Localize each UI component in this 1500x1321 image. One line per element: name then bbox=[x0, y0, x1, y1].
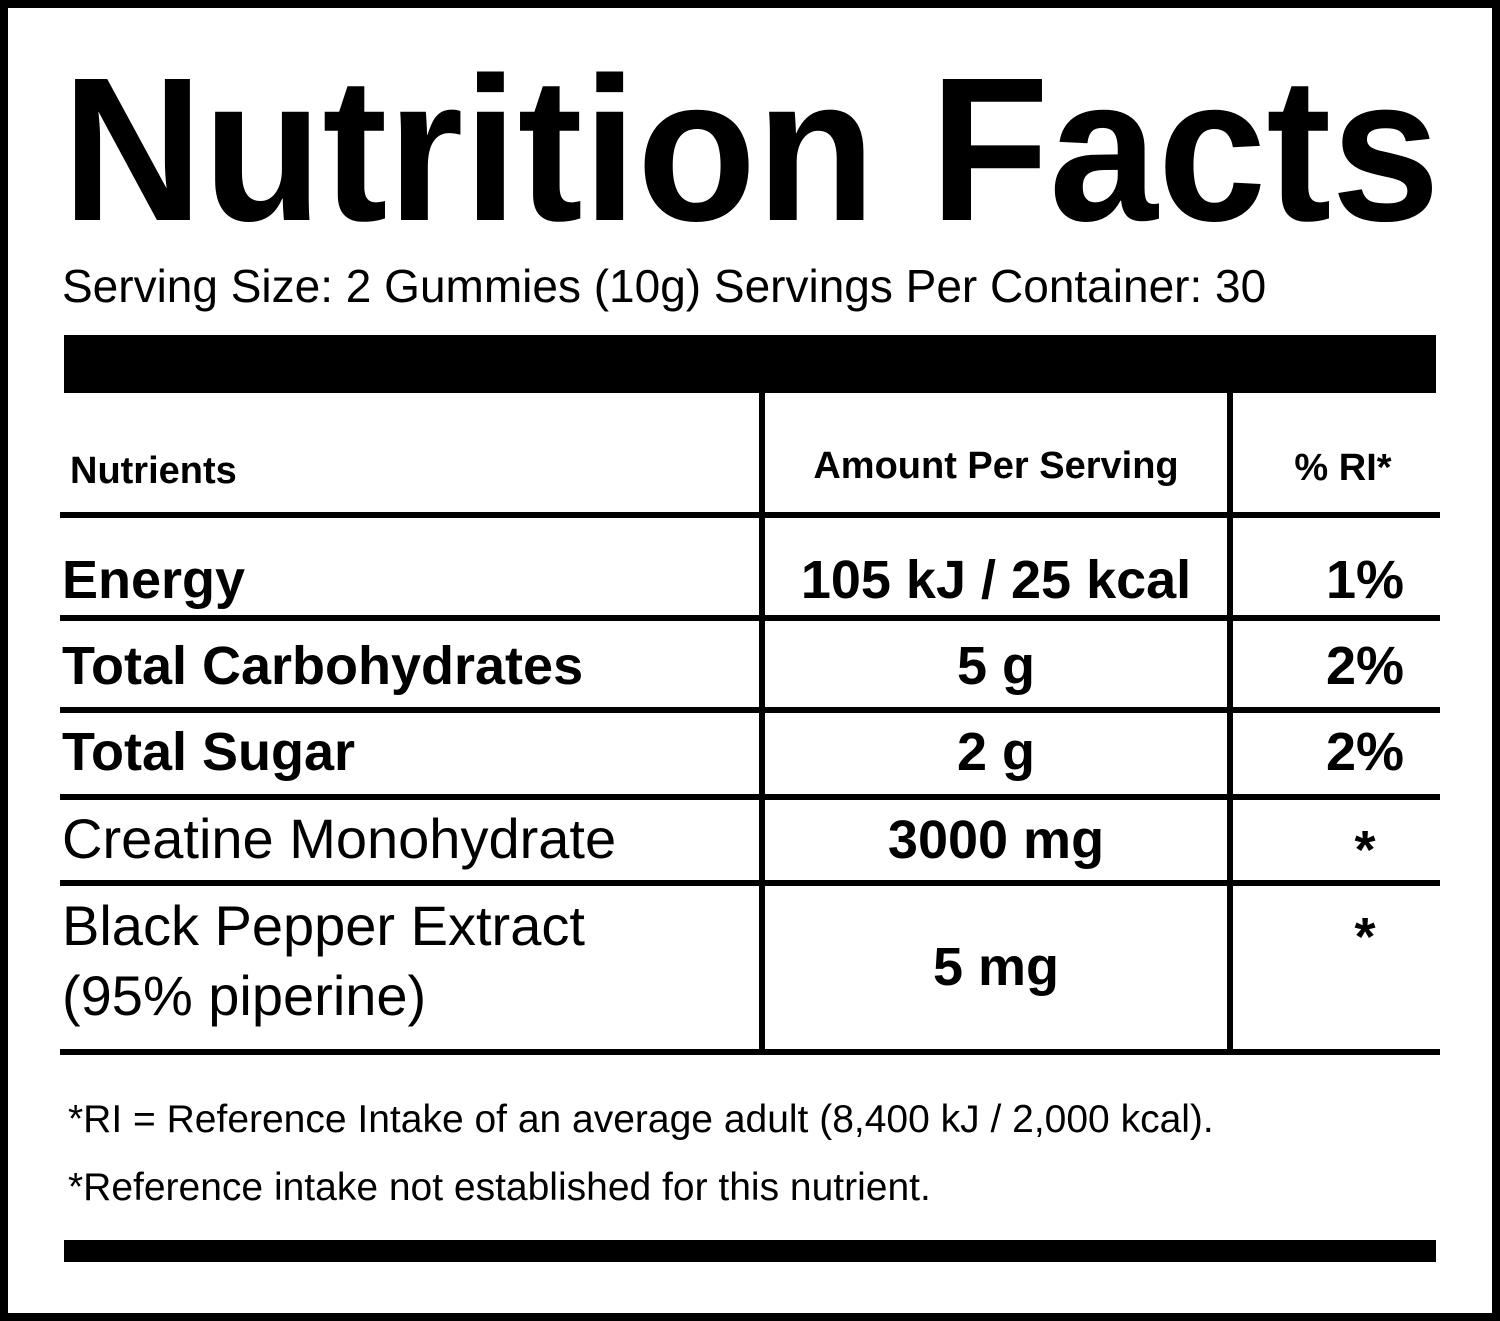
nutrient-name: Black Pepper Extract bbox=[62, 894, 585, 957]
nutrient-name: Total Sugar bbox=[62, 722, 355, 782]
amount: 2 g bbox=[957, 722, 1035, 782]
nutrient-name: Energy bbox=[62, 550, 245, 610]
ri-percent: * bbox=[1354, 907, 1375, 967]
serving-info: Serving Size: 2 Gummies (10g) Servings P… bbox=[62, 260, 1266, 312]
header-cell: Amount Per Serving bbox=[813, 445, 1178, 487]
footnote: *RI = Reference Intake of an average adu… bbox=[68, 1098, 1214, 1141]
nutrient-name: Creatine Monohydrate bbox=[62, 807, 616, 870]
nutrient-name: Total Carbohydrates bbox=[62, 636, 583, 696]
header-cell: % RI* bbox=[1294, 447, 1391, 489]
ri-percent: 2% bbox=[1326, 722, 1404, 782]
top-bar bbox=[64, 335, 1436, 393]
header-cell: Nutrients bbox=[70, 450, 237, 492]
ri-percent: * bbox=[1354, 820, 1375, 880]
amount: 5 g bbox=[957, 636, 1035, 696]
ri-percent: 2% bbox=[1326, 636, 1404, 696]
table-lines bbox=[60, 393, 1440, 1055]
nutrient-name: (95% piperine) bbox=[62, 964, 426, 1027]
bottom-bar bbox=[64, 1240, 1436, 1262]
ri-percent: 1% bbox=[1326, 550, 1404, 610]
amount: 3000 mg bbox=[888, 810, 1104, 870]
footnote: *Reference intake not established for th… bbox=[68, 1166, 931, 1209]
amount: 5 mg bbox=[933, 937, 1059, 997]
title: Nutrition Facts bbox=[62, 35, 1440, 264]
amount: 105 kJ / 25 kcal bbox=[801, 550, 1191, 610]
